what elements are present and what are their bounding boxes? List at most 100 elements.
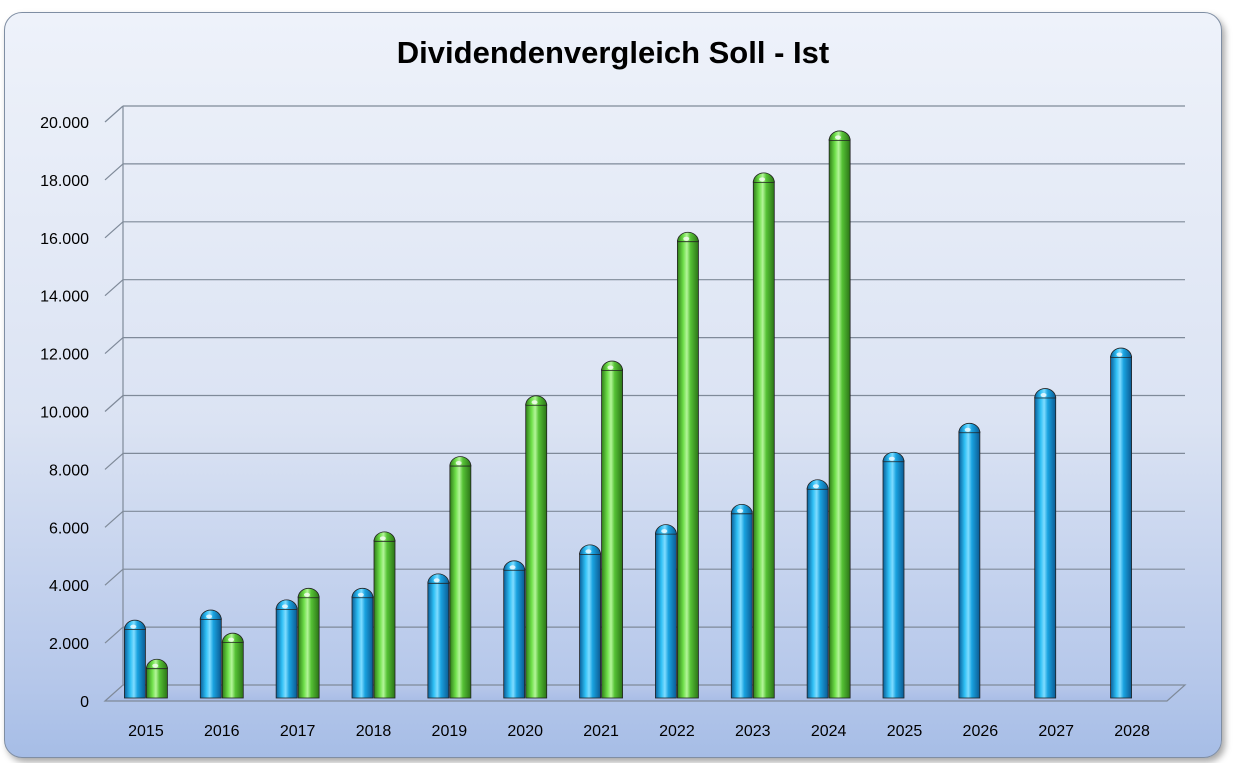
bar-series-2 [373, 531, 396, 699]
bar-body [1110, 356, 1132, 699]
x-tick-label: 2026 [963, 723, 999, 740]
bar-cap [1034, 388, 1057, 399]
bar-body [1034, 396, 1057, 699]
bar-cap [146, 658, 168, 670]
y-tick-label: 16.000 [40, 231, 89, 248]
bar-cap [655, 524, 677, 535]
bar-highlight [281, 604, 288, 609]
bar-body [373, 539, 396, 699]
gridline-depth [104, 395, 124, 412]
x-tick-label: 2022 [659, 723, 695, 740]
bar-highlight [433, 578, 440, 583]
bar-body [297, 596, 320, 699]
gridline-depth [104, 568, 124, 586]
bar-cap [275, 599, 298, 610]
bar-series-2 [752, 172, 775, 699]
bar-cap [427, 573, 450, 584]
bar-body [752, 180, 775, 699]
bar-highlight [834, 135, 841, 140]
bar-series-2 [297, 587, 320, 699]
x-tick-label: 2019 [432, 723, 468, 740]
bar-highlight [1116, 352, 1123, 357]
bar-highlight [228, 637, 235, 642]
bar-cap [752, 172, 775, 183]
bar-highlight [759, 177, 766, 182]
y-tick-label: 8.000 [49, 462, 89, 479]
bar-highlight [206, 614, 213, 619]
x-tick-label: 2018 [356, 723, 392, 740]
gridline-depth [104, 163, 124, 181]
bar-cap [828, 130, 851, 141]
bar-highlight [1040, 393, 1047, 398]
bar-highlight [379, 536, 386, 541]
bar-body [199, 618, 222, 699]
bar-body [221, 641, 244, 699]
gridline-depth [104, 510, 124, 528]
bar-body [146, 667, 168, 699]
bar-series-1 [351, 587, 374, 699]
bar-cap [958, 422, 981, 434]
bar-series-1 [882, 451, 905, 699]
bar-series-1 [199, 609, 222, 699]
bar-body [655, 532, 677, 699]
bar-highlight [888, 456, 895, 461]
bar-series-2 [146, 658, 168, 699]
bar-cap [525, 395, 548, 406]
bar-series-2 [525, 395, 548, 699]
bar-body [427, 581, 450, 699]
bar-cap [601, 360, 623, 371]
bar-body [828, 138, 851, 699]
bar-series-2 [828, 130, 851, 699]
x-tick-label: 2015 [128, 723, 164, 740]
bar-highlight [812, 484, 819, 489]
bar-series-1 [124, 619, 146, 699]
bar-series-2 [677, 231, 699, 699]
gridline-depth [104, 221, 124, 239]
bar-highlight [964, 427, 971, 432]
bar-body [351, 596, 374, 699]
bar-series-2 [449, 456, 472, 699]
bar-body [449, 464, 472, 699]
x-tick-label: 2028 [1114, 723, 1150, 740]
bar-cap [882, 451, 905, 463]
bar-series-2 [601, 360, 623, 699]
x-tick-label: 2020 [507, 723, 543, 740]
bar-cap [1110, 347, 1132, 358]
bar-cap [221, 632, 244, 644]
bar-cap [579, 544, 601, 555]
y-tick-label: 2.000 [49, 636, 89, 653]
bar-highlight [737, 508, 744, 513]
y-tick-label: 10.000 [40, 405, 89, 422]
y-tick-label: 14.000 [40, 289, 89, 306]
y-tick-label: 4.000 [49, 578, 89, 595]
bar-body [275, 607, 298, 699]
bar-cap [503, 560, 526, 571]
y-tick-label: 6.000 [49, 520, 89, 537]
bar-highlight [130, 624, 137, 629]
x-tick-label: 2021 [583, 723, 619, 740]
bar-series-1 [503, 560, 526, 699]
bar-body [601, 369, 623, 699]
x-tick-label: 2024 [811, 723, 847, 740]
gridline-depth [104, 626, 124, 644]
y-tick-label: 20.000 [40, 115, 89, 132]
bar-cap [124, 619, 146, 631]
bar-cap [297, 587, 320, 599]
y-tick-label: 0 [80, 694, 89, 711]
bar-series-1 [579, 544, 601, 699]
gridline-depth [104, 279, 124, 297]
x-tick-label: 2016 [204, 723, 240, 740]
bar-cap [199, 609, 222, 620]
bar-cap [730, 504, 753, 515]
bar-body [958, 431, 981, 699]
x-tick-label: 2017 [280, 723, 316, 740]
y-tick-label: 18.000 [40, 173, 89, 190]
bar-body [806, 487, 829, 699]
bar-body [882, 460, 905, 699]
bar-highlight [661, 529, 668, 534]
bar-cap [677, 231, 699, 243]
bar-series-1 [275, 599, 298, 699]
bar-cap [373, 531, 396, 542]
bar-series-2 [221, 632, 244, 699]
